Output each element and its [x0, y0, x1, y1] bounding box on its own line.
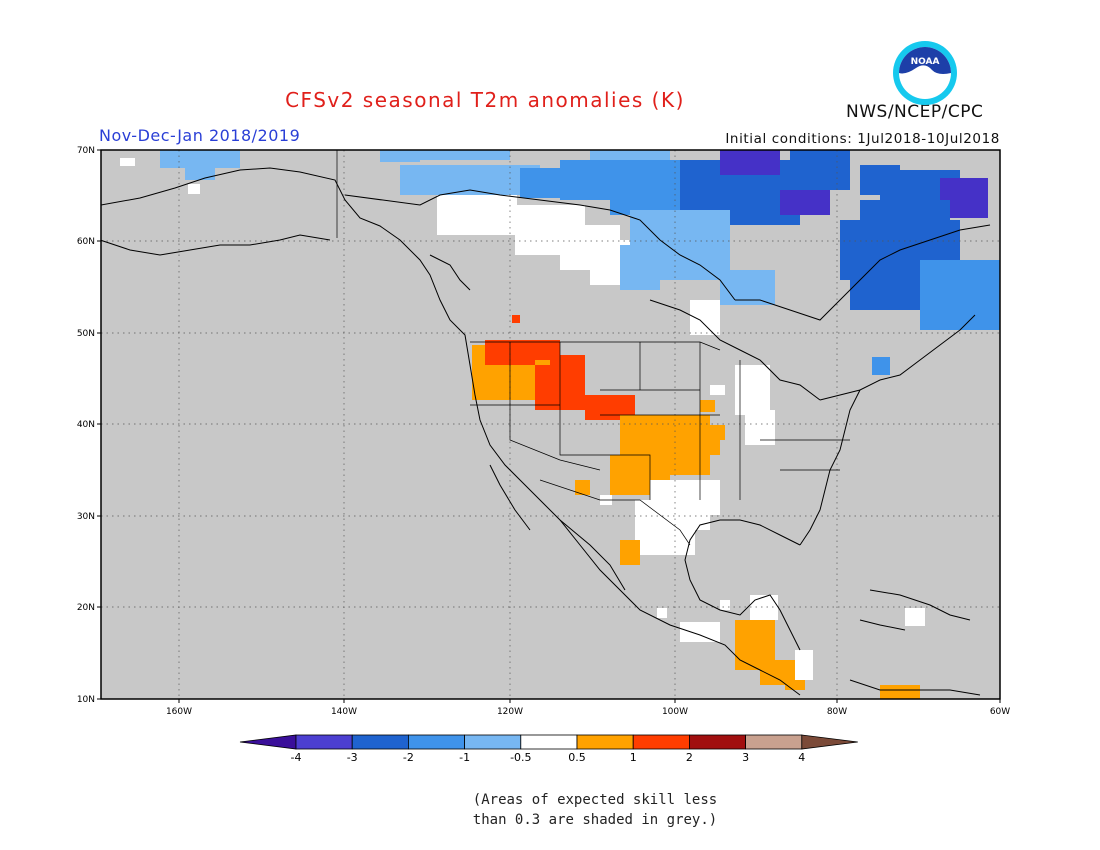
anomaly-cell	[795, 650, 813, 680]
colorbar-label: -4	[291, 751, 302, 764]
anomaly-cell	[188, 184, 200, 194]
anomaly-cell	[872, 357, 890, 375]
latitude-label: 10N	[77, 695, 95, 705]
colorbar-label: 2	[686, 751, 693, 764]
anomaly-cell	[790, 150, 850, 190]
coastlines	[101, 167, 991, 696]
anomaly-cell	[735, 365, 770, 415]
colorbar-label: -1	[459, 751, 470, 764]
anomaly-cell	[905, 608, 925, 626]
anomaly-cell	[780, 190, 830, 215]
anomaly-cell	[880, 685, 920, 699]
anomaly-cell	[630, 475, 655, 495]
latitude-label: 30N	[77, 512, 95, 522]
anomaly-cell	[720, 600, 730, 610]
anomaly-cell	[710, 425, 725, 440]
anomaly-cell	[550, 355, 585, 385]
note-line-2: than 0.3 are shaded in grey.)	[472, 812, 718, 828]
map-title: CFSv2 seasonal T2m anomalies (K)	[285, 88, 685, 112]
latitude-label: 40N	[77, 420, 95, 430]
longitude-label: 100W	[662, 707, 688, 717]
anomaly-cells	[120, 150, 1000, 699]
colorbar-arrow-low	[239, 734, 297, 750]
anomaly-cell	[185, 168, 215, 180]
latitude-label: 60N	[77, 237, 95, 247]
latitude-label: 50N	[77, 329, 95, 339]
political-borders	[336, 150, 850, 546]
anomaly-cell	[650, 250, 730, 280]
initial-conditions: Initial conditions: 1Jul2018-10Jul2018	[725, 131, 1000, 147]
map-frame	[100, 149, 1001, 700]
anomaly-cell	[160, 150, 240, 168]
colorbar-label: -3	[347, 751, 358, 764]
latitude-label: 70N	[77, 146, 95, 156]
colorbar-label: 0.5	[568, 751, 586, 764]
colorbar-label: 4	[798, 751, 805, 764]
anomaly-cell	[720, 150, 780, 175]
colorbar-segment	[520, 734, 578, 750]
colorbar-label: -2	[403, 751, 414, 764]
colorbar-segment	[745, 734, 803, 750]
colorbar-arrow-high	[801, 734, 858, 750]
colorbar-segment	[351, 734, 409, 750]
anomaly-cell	[745, 410, 775, 445]
noaa-logo: NOAA	[893, 41, 957, 105]
skill-note: (Areas of expected skill less than 0.3 a…	[0, 790, 1100, 830]
colorbar-segment	[464, 734, 522, 750]
anomaly-cell	[575, 480, 590, 495]
agency-label: NWS/NCEP/CPC	[846, 102, 984, 122]
longitude-label: 80W	[827, 707, 847, 717]
anomaly-cell	[512, 315, 520, 323]
anomaly-cell	[680, 510, 710, 530]
anomaly-cell	[380, 150, 420, 162]
anomaly-cell	[680, 622, 720, 642]
longitude-label: 60W	[990, 707, 1010, 717]
colorbar-segment	[689, 734, 747, 750]
anomaly-cell	[750, 595, 778, 620]
note-line-1: (Areas of expected skill less	[472, 792, 718, 808]
colorbar-segment	[632, 734, 690, 750]
anomaly-cell	[437, 195, 517, 235]
longitude-label: 140W	[331, 707, 357, 717]
anomaly-cell	[657, 608, 667, 618]
anomaly-cell	[700, 400, 715, 412]
logo-text: NOAA	[911, 57, 940, 67]
colorbar: -4 -3 -2 -1 -0.5 0.5 1 2 3 4	[239, 734, 858, 764]
latitude-label: 20N	[77, 603, 95, 613]
colorbar-label: 3	[742, 751, 749, 764]
longitude-label: 120W	[497, 707, 523, 717]
anomaly-cell	[420, 150, 510, 160]
anomaly-cell	[740, 290, 770, 305]
anomaly-cell	[650, 430, 690, 470]
colorbar-label: 1	[630, 751, 637, 764]
anomaly-cell	[710, 385, 725, 395]
forecast-period: Nov-Dec-Jan 2018/2019	[99, 126, 301, 145]
colorbar-label: -0.5	[510, 751, 531, 764]
anomaly-cell	[120, 158, 135, 166]
longitude-label: 160W	[166, 707, 192, 717]
colorbar-segment	[295, 734, 353, 750]
colorbar-segment	[407, 734, 465, 750]
grid-lines	[101, 150, 1000, 699]
colorbar-segment	[576, 734, 634, 750]
anomaly-cell	[620, 540, 640, 565]
